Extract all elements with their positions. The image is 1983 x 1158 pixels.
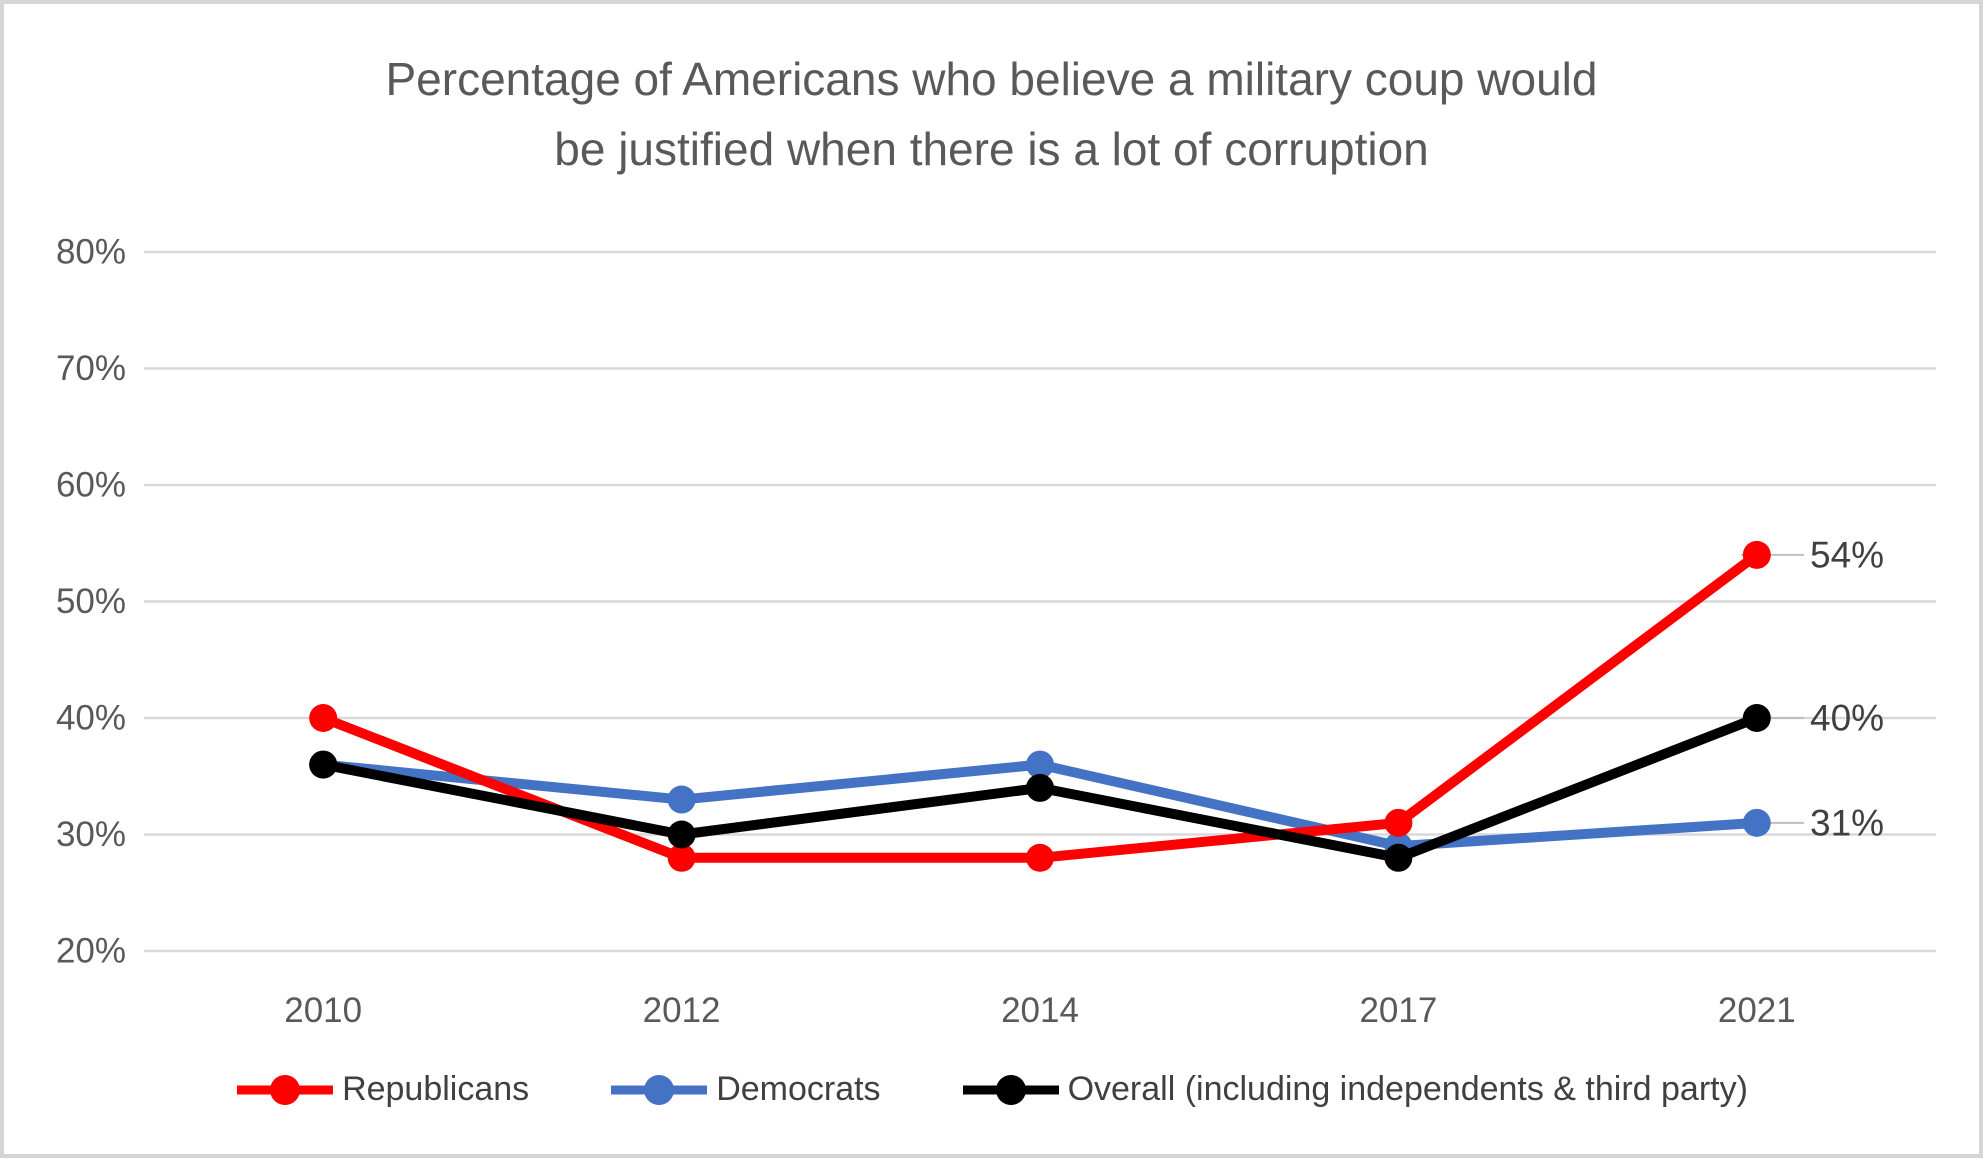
- y-tick-label: 40%: [56, 699, 126, 738]
- legend-label-democrats: Democrats: [716, 1070, 881, 1108]
- data-point-republicans: [309, 704, 338, 732]
- y-tick-label: 20%: [56, 932, 126, 971]
- data-point-overall-including-independents-third-party: [1742, 704, 1771, 732]
- x-tick-label: 2021: [1718, 991, 1796, 1030]
- data-point-republicans: [667, 843, 696, 872]
- legend: Republicans Democrats Overall (including…: [4, 1070, 1979, 1109]
- data-point-overall-including-independents-third-party: [309, 750, 338, 779]
- legend-label-republicans: Republicans: [342, 1070, 530, 1108]
- end-data-label-democrats: 31%: [1810, 802, 1884, 843]
- legend-marker-republicans-icon: [237, 1074, 334, 1105]
- x-tick-label: 2012: [643, 991, 721, 1030]
- data-point-democrats: [1026, 750, 1054, 779]
- data-point-democrats: [667, 785, 696, 814]
- data-point-republicans: [1384, 808, 1413, 837]
- legend-marker-democrats-icon: [611, 1074, 708, 1105]
- data-point-overall-including-independents-third-party: [1384, 843, 1413, 872]
- data-point-republicans: [1026, 843, 1054, 872]
- x-tick-label: 2010: [284, 991, 362, 1030]
- legend-marker-overall-icon: [962, 1074, 1059, 1105]
- legend-item-democrats: Democrats: [609, 1070, 881, 1109]
- x-tick-label: 2017: [1359, 991, 1437, 1030]
- y-tick-label: 80%: [56, 233, 126, 272]
- legend-item-republicans: Republicans: [235, 1070, 529, 1109]
- end-data-label-overall-including-independents-third-party: 40%: [1810, 698, 1884, 739]
- data-point-republicans: [1742, 540, 1771, 569]
- end-data-label-republicans: 54%: [1810, 534, 1884, 575]
- y-tick-label: 60%: [56, 466, 126, 505]
- legend-dot: [270, 1074, 301, 1105]
- legend-label-overall: Overall (including independents & third …: [1067, 1070, 1748, 1108]
- legend-dot: [644, 1074, 675, 1105]
- data-point-democrats: [1742, 808, 1771, 837]
- chart-title-line-1: Percentage of Americans who believe a mi…: [385, 53, 1598, 105]
- x-tick-label: 2014: [1001, 991, 1079, 1030]
- y-tick-label: 70%: [56, 349, 126, 388]
- y-tick-label: 30%: [56, 815, 126, 854]
- chart-title-line-2: be justified when there is a lot of corr…: [554, 123, 1429, 175]
- data-point-overall-including-independents-third-party: [667, 820, 696, 849]
- data-point-overall-including-independents-third-party: [1026, 773, 1054, 802]
- legend-item-overall: Overall (including independents & third …: [961, 1070, 1748, 1109]
- legend-dot: [995, 1074, 1026, 1105]
- y-tick-label: 50%: [56, 582, 126, 621]
- plot-area: 20% 30% 40% 50% 60% 70% 80% 2010 2012 2014 2017 202…: [56, 233, 1936, 1030]
- chart-title: Percentage of Americans who believe a mi…: [4, 44, 1979, 184]
